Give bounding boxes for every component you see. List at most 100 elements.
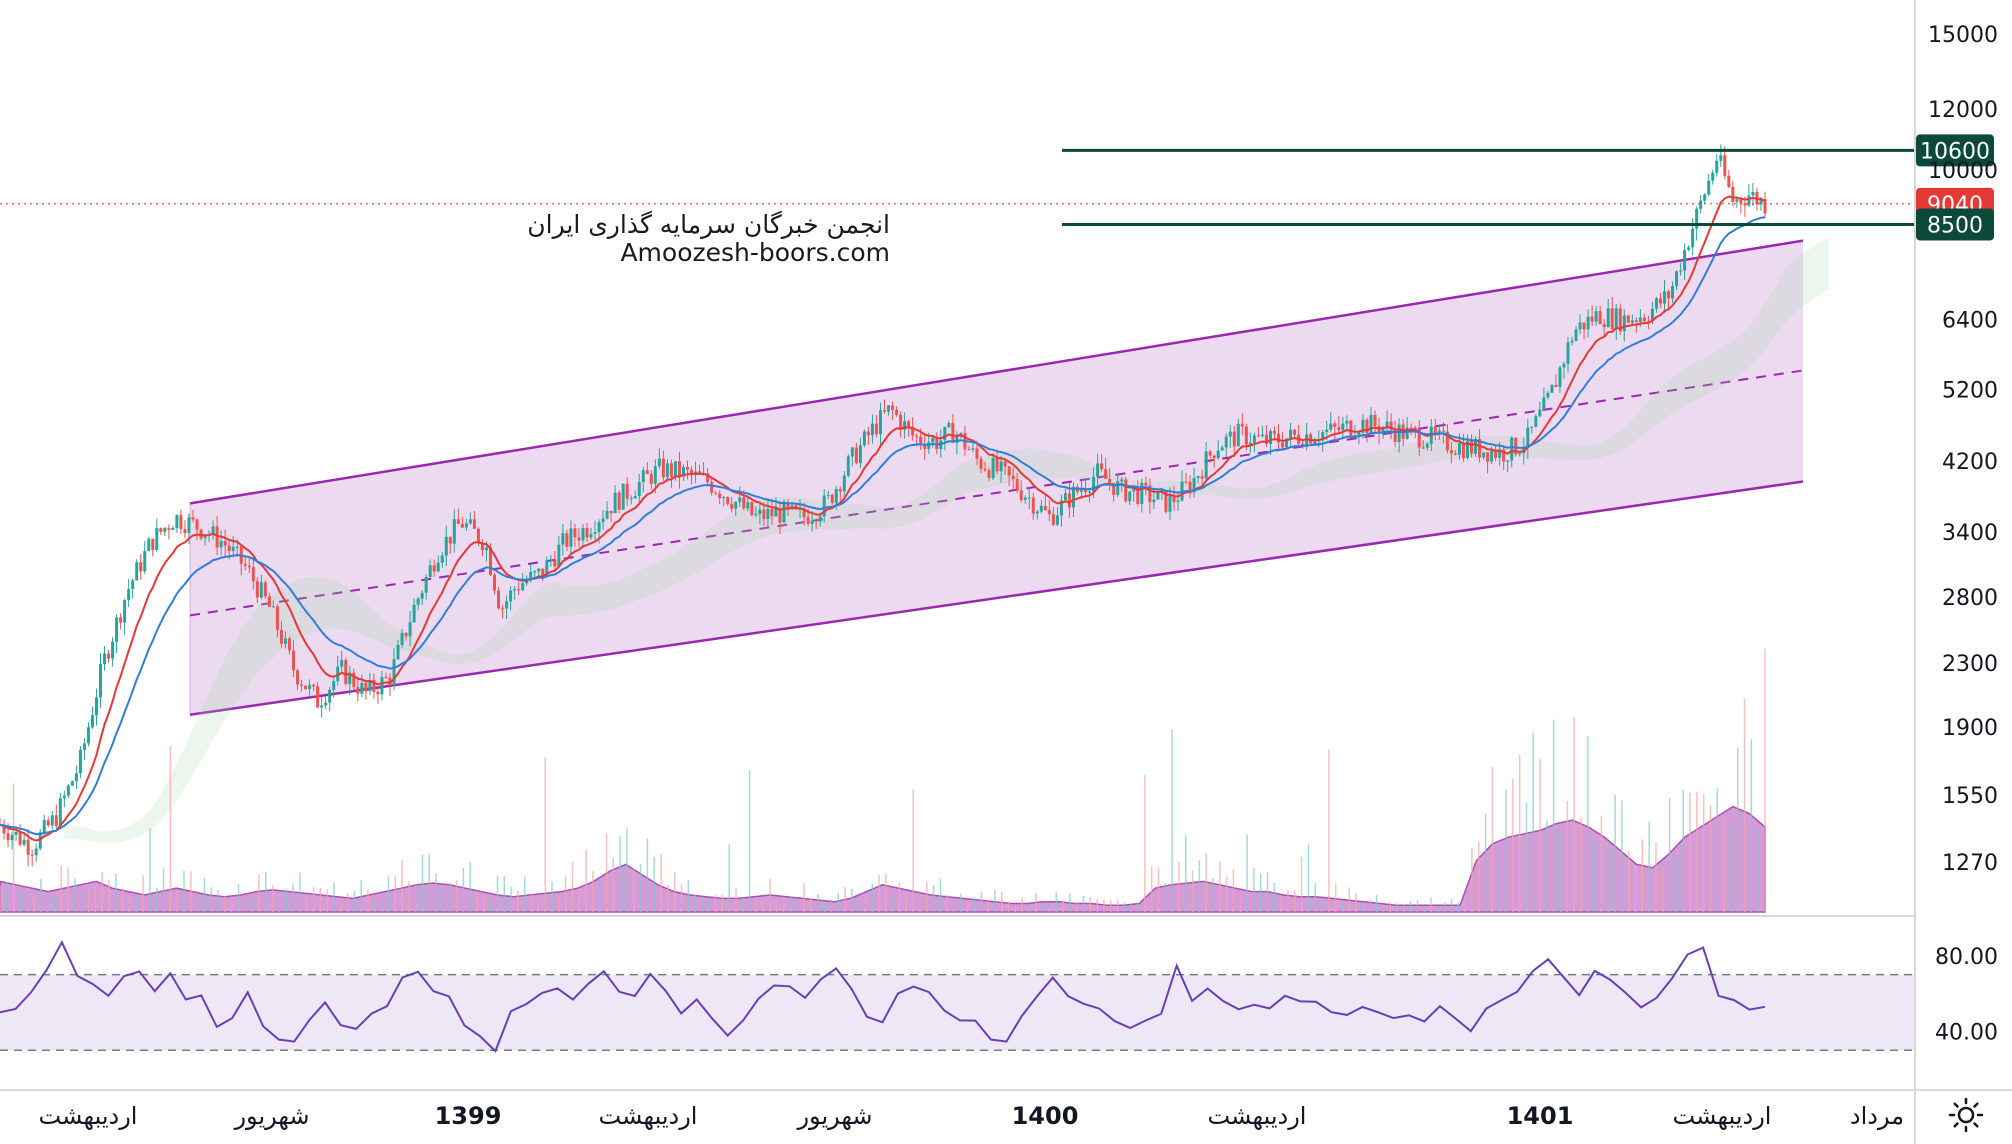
- cloud-segment: [1482, 435, 1487, 458]
- cloud-segment: [505, 619, 510, 647]
- cloud-segment: [1699, 357, 1704, 398]
- candle: [183, 520, 187, 539]
- candle: [951, 413, 955, 444]
- candle: [730, 496, 734, 513]
- candle: [1699, 195, 1703, 214]
- candle: [1023, 495, 1027, 504]
- candle: [838, 486, 842, 503]
- candle: [1027, 487, 1031, 510]
- cloud-segment: [103, 830, 108, 843]
- candle: [1035, 509, 1039, 520]
- candle: [1192, 467, 1196, 498]
- regression-channel: [189, 239, 1804, 717]
- candle: [304, 685, 308, 690]
- cloud-segment: [131, 822, 136, 839]
- cloud-segment: [698, 534, 703, 572]
- candle: [1449, 442, 1453, 464]
- cloud-segment: [1322, 461, 1327, 484]
- cloud-segment: [377, 613, 382, 643]
- cloud-segment: [332, 580, 337, 629]
- cloud-segment: [1217, 485, 1222, 497]
- candle: [1667, 289, 1671, 311]
- candle: [1602, 319, 1606, 337]
- candle: [714, 490, 718, 496]
- candle: [887, 405, 891, 416]
- candle: [706, 468, 710, 487]
- candle: [131, 578, 135, 599]
- cloud-segment: [534, 589, 539, 625]
- candle: [1341, 417, 1345, 439]
- candle: [621, 483, 625, 511]
- candle: [549, 555, 553, 567]
- candle: [1731, 180, 1735, 207]
- cloud-segment: [1265, 485, 1270, 498]
- candle: [1148, 478, 1152, 515]
- cloud-segment: [485, 639, 490, 658]
- cloud-segment: [899, 504, 904, 527]
- candle: [155, 518, 159, 552]
- candle: [987, 467, 991, 482]
- candle: [1570, 336, 1574, 347]
- cloud-segment: [1619, 427, 1624, 451]
- cloud-segment: [1695, 360, 1700, 400]
- candle: [94, 688, 98, 726]
- candle: [842, 470, 846, 500]
- candle: [1618, 303, 1622, 335]
- candle: [1260, 425, 1264, 438]
- cloud-segment: [1784, 265, 1789, 324]
- candle: [589, 527, 593, 541]
- candle: [565, 529, 569, 552]
- candle: [1550, 384, 1554, 394]
- candle: [107, 649, 111, 663]
- candle: [870, 414, 874, 444]
- cloud-segment: [107, 830, 112, 843]
- candle: [62, 791, 66, 808]
- candle: [1558, 365, 1562, 393]
- cloud-segment: [735, 509, 740, 551]
- cloud-segment: [948, 470, 953, 505]
- cloud-segment: [345, 586, 350, 631]
- cloud-segment: [1635, 410, 1640, 441]
- cloud-segment: [1293, 473, 1298, 491]
- cloud-segment: [1583, 445, 1588, 461]
- candle: [677, 451, 681, 489]
- cloud-segment: [622, 576, 627, 607]
- candle: [641, 466, 645, 493]
- candle: [1578, 314, 1582, 335]
- candle: [802, 502, 806, 526]
- cloud-segment: [1020, 448, 1025, 480]
- cloud-segment: [272, 590, 277, 659]
- cloud-segment: [1229, 487, 1234, 498]
- cloud-segment: [1712, 351, 1717, 393]
- candle: [1373, 410, 1377, 433]
- candle: [722, 495, 726, 507]
- candle: [22, 834, 26, 847]
- level-label-8500: 8500: [1927, 213, 1983, 238]
- cloud-segment: [208, 684, 213, 749]
- cloud-segment: [1812, 243, 1817, 300]
- candle: [1606, 298, 1610, 329]
- candle: [1248, 432, 1252, 453]
- cloud-segment: [1760, 304, 1765, 356]
- watermark-website: Amoozesh-boors.com: [620, 238, 890, 267]
- candle: [167, 524, 171, 540]
- cloud-segment: [1611, 433, 1616, 455]
- candle: [1019, 480, 1023, 503]
- sun-settings-icon[interactable]: [1948, 1097, 1984, 1133]
- candle: [657, 448, 661, 469]
- candle: [171, 526, 175, 530]
- level-tag-10600: [1916, 134, 1994, 167]
- cloud-segment: [139, 815, 145, 836]
- cloud-segment: [1241, 488, 1246, 499]
- cloud-segment: [1237, 488, 1242, 499]
- candle: [1055, 507, 1059, 527]
- time-tick-label: 1400: [1012, 1102, 1079, 1130]
- rsi-tick-label: 80.00: [1935, 945, 1998, 970]
- cloud-segment: [726, 514, 732, 555]
- candle: [738, 486, 742, 507]
- cloud-segment: [1707, 354, 1713, 394]
- candle: [14, 831, 18, 841]
- candle: [770, 498, 774, 526]
